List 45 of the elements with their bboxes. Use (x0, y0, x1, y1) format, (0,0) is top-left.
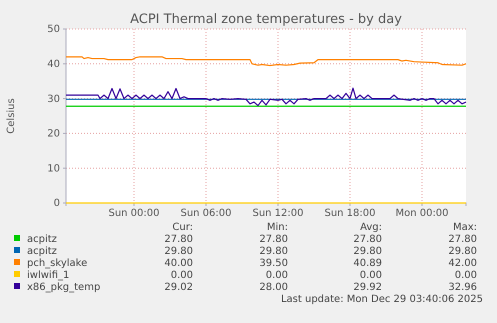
y-tick-label: 0 (54, 198, 60, 210)
text: Max: (452, 222, 477, 233)
y-tick-label: 20 (47, 128, 60, 140)
text: 27.80 (448, 234, 477, 245)
text: 29.80 (353, 246, 382, 257)
legend-label: acpitz (27, 234, 57, 245)
chart-title: ACPI Thermal zone temperatures - by day (130, 12, 402, 27)
text: 40.89 (353, 258, 382, 269)
text: Avg: (360, 222, 382, 233)
text: 29.80 (164, 246, 193, 257)
y-tick-label: 30 (47, 94, 60, 105)
text: Cur: (172, 222, 193, 233)
x-tick-label: Sun 06:00 (180, 208, 232, 220)
y-tick-label: 50 (47, 24, 60, 36)
text: 29.02 (164, 282, 193, 293)
text: 27.80 (164, 234, 193, 245)
x-tick-label: Sun 12:00 (252, 208, 304, 220)
text: 42.00 (448, 258, 477, 269)
line-series (65, 88, 467, 106)
text: 39.50 (259, 258, 288, 269)
legend-label: pch_skylake (27, 258, 88, 269)
text: 27.80 (259, 234, 288, 245)
y-tick-label: 40 (47, 59, 60, 70)
x-tick-label: Mon 00:00 (395, 208, 449, 220)
text: 32.96 (448, 282, 477, 293)
text: Last update: Mon Dec 29 03:40:06 2025 (280, 294, 483, 305)
line-series (65, 56, 467, 66)
text: Min: (266, 222, 288, 233)
text: 29.92 (353, 282, 382, 293)
y-axis-title: Celsius (6, 98, 17, 134)
legend-label: iwlwifi_1 (27, 270, 70, 281)
text: 28.00 (259, 282, 288, 293)
text: 0.00 (360, 270, 382, 281)
x-tick-label: Sun 18:00 (324, 208, 376, 220)
text: 29.80 (259, 246, 288, 257)
text: 29.80 (448, 246, 477, 257)
text: 0.00 (266, 270, 288, 281)
legend-label: acpitz (27, 246, 57, 257)
legend-label: x86_pkg_temp (27, 282, 100, 293)
text: 0.00 (454, 270, 477, 281)
text: 40.00 (164, 258, 193, 269)
x-tick-label: Sun 00:00 (108, 208, 160, 220)
text: 27.80 (353, 234, 382, 245)
y-tick-label: 10 (47, 163, 60, 174)
text: 0.00 (170, 270, 193, 281)
